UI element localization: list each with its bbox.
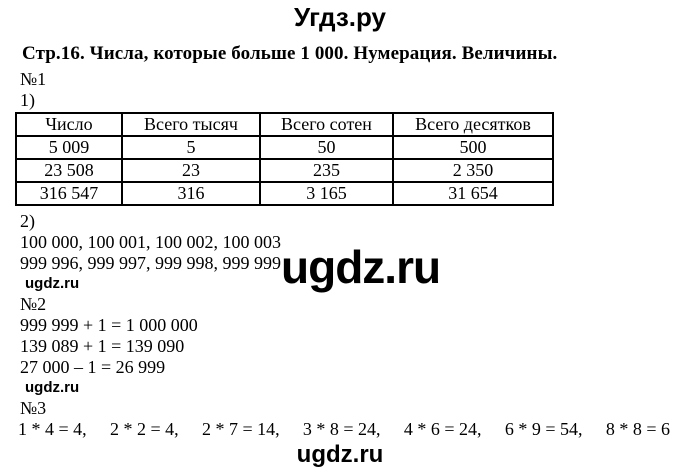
- multiplication-equation: 4 * 6 = 24,: [403, 419, 482, 439]
- table-header-row: Число Всего тысяч Всего сотен Всего деся…: [15, 112, 554, 137]
- numbers-table: Число Всего тысяч Всего сотен Всего деся…: [15, 112, 554, 206]
- multiplication-equation: 8 * 8 = 6: [605, 419, 670, 439]
- watermark-bottom: ugdz.ru: [296, 441, 384, 468]
- table-cell: 23: [121, 158, 261, 183]
- table-header-cell: Всего тысяч: [121, 112, 261, 137]
- equation-line: 139 089 + 1 = 139 090: [20, 336, 185, 356]
- table-cell: 3 165: [259, 181, 394, 206]
- table-header-cell: Всего десятков: [392, 112, 554, 137]
- table-cell: 5: [121, 135, 261, 160]
- table-cell: 31 654: [392, 181, 554, 206]
- table-row: 316 547 316 3 165 31 654: [15, 181, 554, 206]
- task1-part2-label: 2): [20, 211, 35, 231]
- watermark-small-1: ugdz.ru: [25, 275, 80, 292]
- task1-label: №1: [20, 69, 47, 89]
- site-title: Угдз.ру: [294, 2, 386, 32]
- page-heading: Стр.16. Числа, которые больше 1 000. Нум…: [22, 43, 558, 64]
- table-cell: 23 508: [15, 158, 123, 183]
- table-cell: 316: [121, 181, 261, 206]
- table-cell: 235: [259, 158, 394, 183]
- multiplication-equation: 1 * 4 = 4,: [18, 419, 87, 439]
- watermark-small-2: ugdz.ru: [25, 379, 80, 396]
- table-cell: 5 009: [15, 135, 123, 160]
- task3-label: №3: [20, 398, 47, 418]
- number-sequence-line: 100 000, 100 001, 100 002, 100 003: [20, 232, 281, 252]
- table-cell: 2 350: [392, 158, 554, 183]
- multiplication-equation: 2 * 7 = 14,: [201, 419, 280, 439]
- table-cell: 50: [259, 135, 394, 160]
- task1-part1-label: 1): [20, 90, 35, 110]
- watermark-large: ugdz.ru: [281, 241, 441, 293]
- multiplication-equations-row: 1 * 4 = 4, 2 * 2 = 4, 2 * 7 = 14, 3 * 8 …: [18, 419, 670, 440]
- table-row: 5 009 5 50 500: [15, 135, 554, 160]
- table-cell: 316 547: [15, 181, 123, 206]
- table-header-cell: Число: [15, 112, 123, 137]
- table-row: 23 508 23 235 2 350: [15, 158, 554, 183]
- number-sequence-line: 999 996, 999 997, 999 998, 999 999: [20, 253, 281, 273]
- table-cell: 500: [392, 135, 554, 160]
- table-header-cell: Всего сотен: [259, 112, 394, 137]
- multiplication-equation: 6 * 9 = 54,: [504, 419, 583, 439]
- multiplication-equation: 3 * 8 = 24,: [302, 419, 381, 439]
- equation-line: 27 000 – 1 = 26 999: [20, 357, 166, 377]
- task2-label: №2: [20, 294, 47, 314]
- equation-line: 999 999 + 1 = 1 000 000: [20, 315, 198, 335]
- multiplication-equation: 2 * 2 = 4,: [109, 419, 179, 439]
